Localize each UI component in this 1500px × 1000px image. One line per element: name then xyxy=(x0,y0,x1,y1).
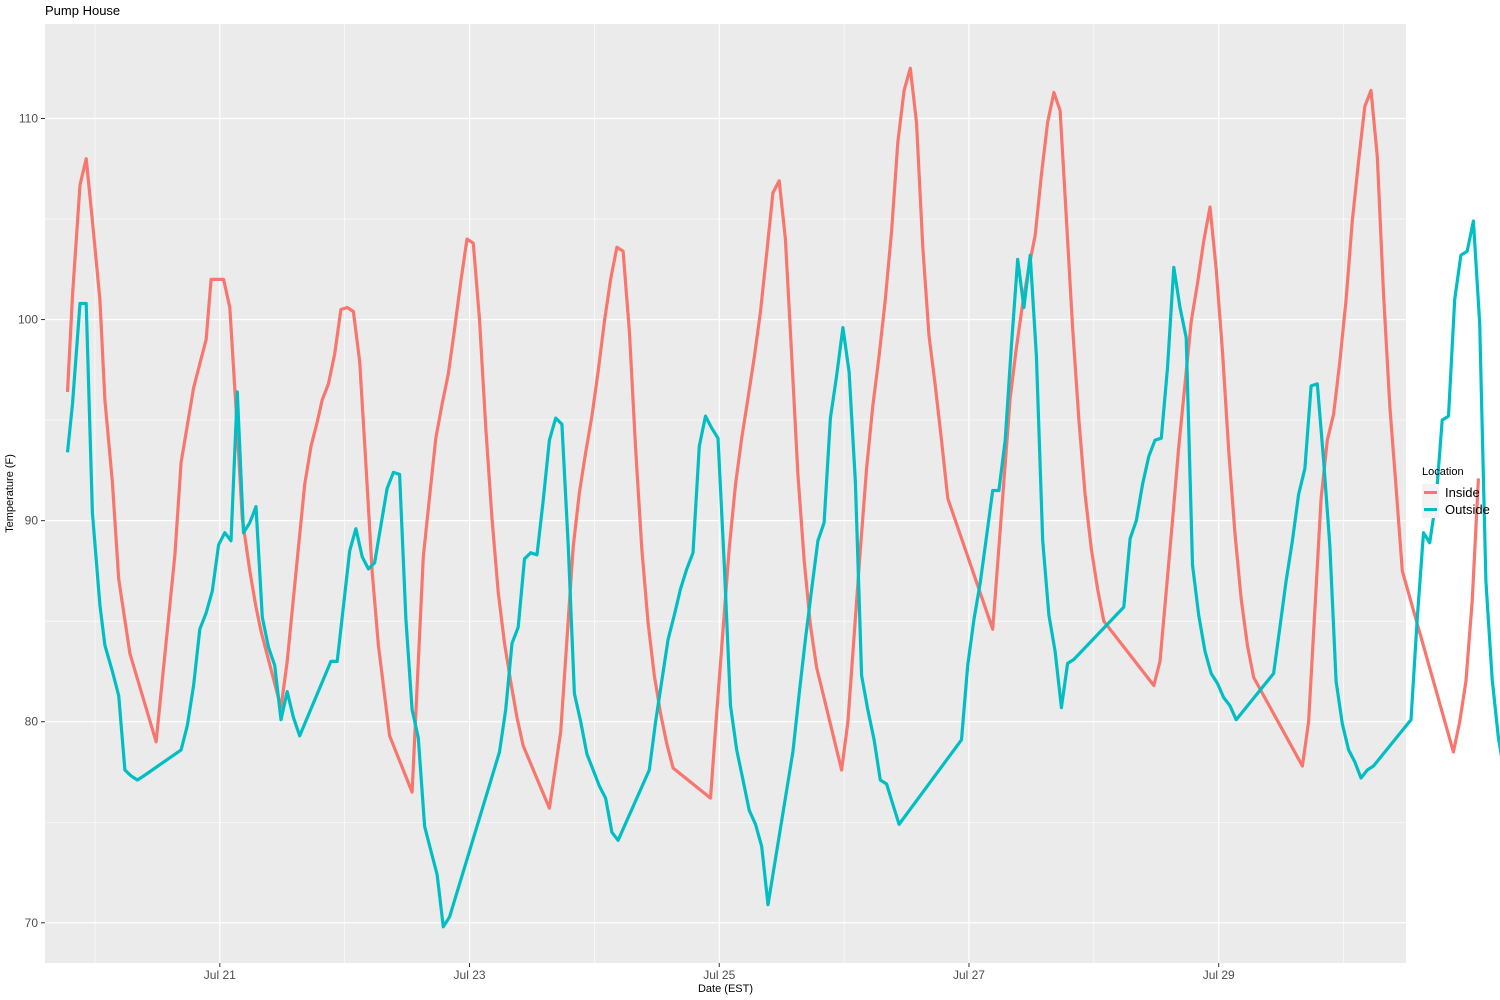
legend-label-inside: Inside xyxy=(1445,485,1480,500)
y-tick-label: 100 xyxy=(18,313,38,327)
x-tick-label: Jul 23 xyxy=(454,968,486,982)
series-line-inside xyxy=(65,66,1480,810)
x-tick-label: Jul 25 xyxy=(703,968,735,982)
y-axis-label: Temperature (F) xyxy=(4,454,16,533)
major-gridlines xyxy=(45,24,1406,963)
x-axis-label: Date (EST) xyxy=(698,983,753,995)
legend-label-outside: Outside xyxy=(1445,502,1490,517)
legend-key-inside xyxy=(1422,484,1439,501)
legend-item-outside: Outside xyxy=(1422,501,1490,518)
x-tick-label: Jul 21 xyxy=(204,968,236,982)
legend: Location Inside Outside xyxy=(1422,466,1490,518)
x-tick-label: Jul 29 xyxy=(1203,968,1235,982)
legend-item-inside: Inside xyxy=(1422,484,1490,501)
y-tick-label: 110 xyxy=(19,112,38,126)
chart-title: Pump House xyxy=(45,3,121,18)
legend-key-outside xyxy=(1422,501,1439,518)
axes: 70 80 90 100 110 Jul 21 Jul 23 Jul 25 Jul 27 Jul … xyxy=(18,112,1235,982)
y-tick-label: 70 xyxy=(25,916,39,930)
y-tick-label: 80 xyxy=(25,715,39,729)
minor-gridlines xyxy=(45,24,1406,963)
series-line-outside xyxy=(65,219,1500,929)
series-lines xyxy=(65,66,1500,929)
y-tick-label: 90 xyxy=(25,514,39,528)
plot-panel xyxy=(45,24,1406,963)
legend-title: Location xyxy=(1422,466,1464,478)
x-tick-label: Jul 27 xyxy=(953,968,985,982)
